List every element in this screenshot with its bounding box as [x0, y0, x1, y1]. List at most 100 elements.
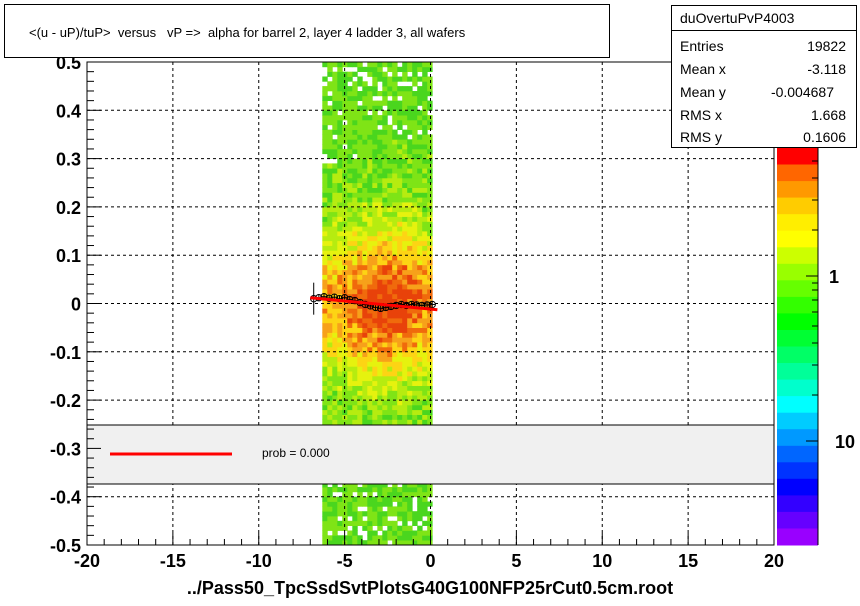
heatmap-cell [427, 298, 433, 304]
heatmap-cell [392, 361, 398, 367]
heatmap-cell [372, 110, 378, 116]
heatmap-cell [322, 163, 328, 169]
heatmap-cell [327, 274, 333, 280]
heatmap-cell [407, 501, 413, 507]
heatmap-cell [422, 506, 428, 512]
heatmap-cell [402, 76, 408, 82]
heatmap-cell [377, 506, 383, 512]
heatmap-cell [377, 293, 383, 299]
heatmap-cell [367, 255, 373, 261]
heatmap-cell [322, 332, 328, 338]
heatmap-cell [397, 206, 403, 213]
heatmap-cell [337, 81, 343, 87]
heatmap-cell [392, 134, 398, 140]
heatmap-cell [397, 110, 403, 116]
heatmap-cell [392, 487, 398, 493]
heatmap-cell [382, 62, 388, 68]
heatmap-cell [357, 211, 363, 217]
heatmap-cell [407, 322, 413, 328]
heatmap-cell [382, 535, 388, 541]
heatmap-cell [392, 356, 398, 362]
heatmap-cell [372, 187, 378, 193]
heatmap-cell [377, 303, 383, 309]
heatmap-cell [427, 235, 433, 242]
heatmap-cell [357, 240, 363, 246]
heatmap-cell [382, 245, 388, 251]
heatmap-cell [407, 347, 413, 353]
heatmap-cell [377, 115, 383, 121]
heatmap-cell [337, 332, 343, 338]
heatmap-cell [337, 124, 343, 130]
heatmap-cell [332, 496, 338, 502]
heatmap-cell [322, 211, 328, 217]
heatmap-cell [402, 385, 408, 391]
heatmap-cell [402, 173, 408, 179]
heatmap-cell [382, 351, 388, 357]
heatmap-cell [392, 327, 398, 333]
heatmap-cell [357, 95, 363, 101]
heatmap-cell [422, 129, 428, 135]
heatmap-cell [397, 375, 403, 382]
heatmap-cell [332, 482, 338, 488]
x-tick-label: 10 [592, 551, 612, 571]
heatmap-cell [367, 153, 373, 159]
heatmap-cell [412, 173, 418, 179]
heatmap-cell [397, 168, 403, 174]
heatmap-cell [397, 400, 403, 406]
heatmap-cell [357, 400, 363, 406]
heatmap-cell [357, 293, 363, 299]
heatmap-cell [342, 173, 348, 179]
heatmap-cell [397, 371, 403, 377]
heatmap-cell [407, 366, 413, 372]
heatmap-cell [322, 409, 328, 415]
heatmap-cell [347, 380, 353, 386]
heatmap-cell [377, 318, 383, 324]
heatmap-cell [372, 347, 378, 353]
heatmap-cell [392, 163, 398, 169]
y-tick-label: 0 [71, 295, 81, 315]
heatmap-cell [357, 163, 363, 169]
heatmap-cell [427, 525, 433, 531]
heatmap-cell [417, 356, 423, 362]
profile-point [428, 300, 436, 309]
heatmap-cell [387, 322, 393, 328]
heatmap-cell [327, 144, 333, 150]
heatmap-cell [392, 110, 398, 116]
heatmap-cell [327, 134, 333, 140]
heatmap-cell [337, 95, 343, 101]
x-tick-label: 0 [425, 551, 435, 571]
heatmap-cell [412, 284, 418, 290]
heatmap-cell [352, 110, 358, 116]
heatmap-cell [322, 264, 328, 271]
heatmap-cell [347, 540, 353, 546]
color-scale-band [777, 396, 818, 414]
heatmap-cell [322, 197, 328, 203]
heatmap-cell [372, 91, 378, 97]
heatmap-cell [392, 202, 398, 208]
heatmap-cell [347, 255, 353, 261]
heatmap-cell [402, 313, 408, 319]
heatmap-cell [327, 491, 333, 498]
heatmap-cell [387, 231, 393, 237]
heatmap-cell [337, 144, 343, 150]
heatmap-cell [322, 380, 328, 386]
heatmap-cell [372, 303, 378, 309]
heatmap-cell [382, 231, 388, 237]
heatmap-cell [332, 535, 338, 541]
heatmap-cell [382, 153, 388, 159]
heatmap-cell [377, 332, 383, 338]
heatmap-cell [397, 250, 403, 256]
heatmap-cell [372, 419, 378, 425]
heatmap-cell [422, 284, 428, 290]
heatmap-cell [387, 337, 393, 343]
heatmap-cell [357, 110, 363, 116]
heatmap-cell [337, 192, 343, 198]
heatmap-cell [407, 163, 413, 169]
heatmap-cell [327, 501, 333, 507]
heatmap-cell [402, 168, 408, 174]
heatmap-cell [387, 385, 393, 391]
heatmap-cell [377, 134, 383, 140]
heatmap-cell [372, 322, 378, 328]
heatmap-cell [412, 342, 418, 348]
heatmap-cell [322, 100, 328, 106]
